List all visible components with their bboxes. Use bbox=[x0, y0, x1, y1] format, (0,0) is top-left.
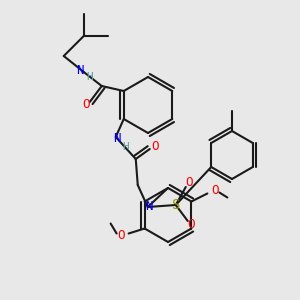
Text: O: O bbox=[185, 176, 193, 190]
Text: O: O bbox=[151, 140, 158, 154]
Text: N: N bbox=[113, 133, 121, 146]
Text: O: O bbox=[212, 184, 219, 197]
Text: N: N bbox=[145, 200, 152, 212]
Text: O: O bbox=[117, 229, 124, 242]
Text: H: H bbox=[122, 142, 129, 152]
Text: S: S bbox=[172, 198, 180, 212]
Text: H: H bbox=[86, 72, 93, 82]
Text: N: N bbox=[76, 64, 83, 77]
Text: O: O bbox=[187, 218, 194, 232]
Text: O: O bbox=[82, 98, 89, 112]
